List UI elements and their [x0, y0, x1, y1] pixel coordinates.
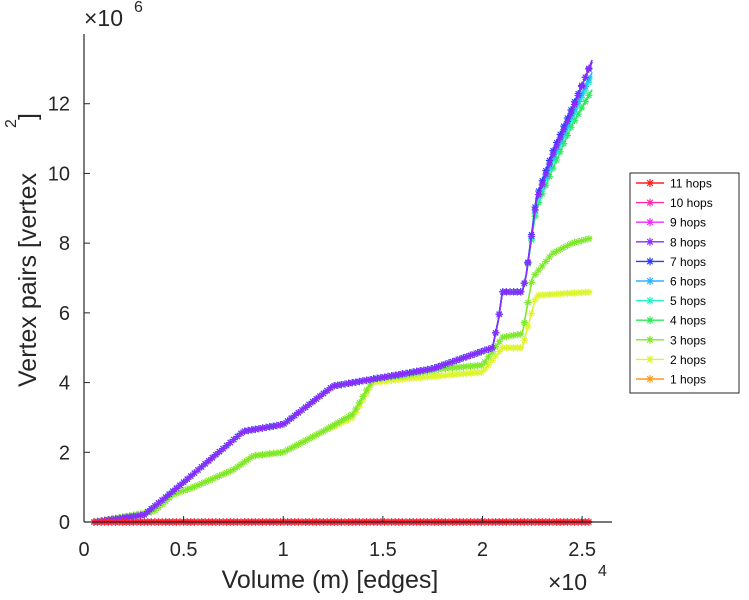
legend-label: 5 hops — [670, 294, 706, 308]
legend-item: 8 hops — [636, 235, 706, 249]
y-tick-label: 10 — [48, 163, 70, 185]
legend-item: 4 hops — [636, 314, 706, 328]
legend-item: 5 hops — [636, 294, 706, 308]
legend-item: 9 hops — [636, 216, 706, 230]
legend-swatch-marker — [646, 257, 654, 266]
legend-label: 8 hops — [670, 235, 706, 249]
svg-text:4: 4 — [598, 563, 607, 580]
y-tick-label: 2 — [59, 442, 70, 464]
series-line — [93, 89, 593, 523]
svg-text:2: 2 — [3, 119, 20, 128]
series-line — [93, 75, 593, 523]
y-axis-label: Vertex pairs [vertex 2 ] — [3, 113, 42, 387]
series-9 — [90, 235, 593, 526]
legend-swatch-marker — [646, 237, 654, 246]
svg-text:]: ] — [14, 113, 42, 120]
series-markers — [90, 235, 593, 526]
legend-swatch-marker — [646, 375, 654, 383]
legend-item: 6 hops — [636, 275, 706, 289]
series-6 — [90, 71, 593, 526]
series-markers — [90, 65, 593, 526]
y-tick-label: 6 — [59, 303, 70, 325]
svg-text:6: 6 — [134, 0, 143, 16]
legend-label: 7 hops — [670, 255, 706, 269]
svg-text:×10: ×10 — [84, 5, 123, 31]
series-line — [93, 71, 593, 523]
series-markers — [90, 64, 593, 526]
svg-text:Vertex pairs [vertex: Vertex pairs [vertex — [14, 173, 42, 387]
svg-text:×10: ×10 — [548, 569, 587, 595]
legend-label: 4 hops — [670, 314, 706, 328]
legend-label: 11 hops — [670, 177, 712, 191]
legend-label: 9 hops — [670, 216, 706, 230]
legend-swatch-marker — [646, 316, 654, 325]
legend-item: 7 hops — [636, 255, 706, 269]
series-8 — [90, 89, 593, 526]
legend: 11 hops 10 hops 9 hops 8 hops 7 hops 6 hops 5 … — [629, 172, 740, 394]
series-layer — [90, 59, 593, 526]
x-tick-label: 0.5 — [170, 539, 198, 561]
axes-layer: 0 0.5 1 1.5 2 2.5 0 2 4 6 8 10 12 — [48, 34, 612, 561]
legend-item: 2 hops — [636, 353, 706, 367]
series-10 — [90, 288, 593, 526]
legend-item: 10 hops — [636, 196, 713, 210]
series-7 — [90, 75, 593, 526]
series-markers — [90, 78, 593, 526]
legend-swatch-marker — [646, 218, 654, 227]
x-tick-label: 1 — [278, 539, 289, 561]
x-multiplier: ×10 4 — [548, 563, 607, 595]
y-tick-label: 8 — [59, 233, 70, 255]
series-markers — [90, 91, 593, 526]
series-line — [93, 291, 593, 523]
y-multiplier: ×10 6 — [84, 0, 143, 31]
legend-label: 1 hops — [670, 373, 706, 387]
legend-item: 11 hops — [636, 177, 712, 191]
legend-swatch-marker — [646, 355, 654, 364]
legend-swatch-marker — [646, 277, 654, 285]
x-tick-label: 1.5 — [369, 539, 397, 561]
legend-label: 10 hops — [670, 196, 713, 210]
y-tick-label: 12 — [48, 94, 70, 116]
x-tick-label: 2.5 — [568, 539, 596, 561]
legend-swatch-marker — [646, 179, 654, 187]
legend-item: 3 hops — [636, 333, 706, 347]
legend-label: 6 hops — [670, 275, 706, 289]
x-tick-label: 2 — [477, 539, 488, 561]
y-tick-label: 0 — [59, 512, 70, 534]
legend-swatch-marker — [646, 296, 654, 305]
series-4 — [90, 59, 593, 526]
legend-swatch-marker — [646, 198, 654, 207]
y-tick-label: 4 — [59, 373, 70, 395]
legend-label: 2 hops — [670, 353, 706, 367]
legend-item: 1 hops — [636, 373, 706, 387]
legend-label: 3 hops — [670, 333, 706, 347]
x-axis-label: Volume (m) [edges] — [222, 566, 439, 594]
series-markers — [90, 75, 593, 526]
legend-swatch-marker — [646, 335, 654, 344]
series-line — [93, 237, 593, 523]
series-markers — [90, 288, 593, 526]
x-tick-label: 0 — [78, 539, 89, 561]
